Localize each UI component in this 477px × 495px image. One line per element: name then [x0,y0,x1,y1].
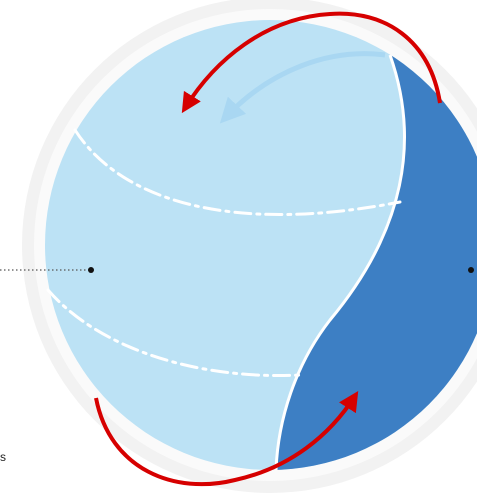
right-axis-dot [468,267,474,273]
segment-boundary [274,54,406,471]
rotation-arrow-top-icon [181,11,442,114]
left-axis-dot [88,267,94,273]
flow-arrow-icon [219,51,386,124]
lower-latitude-line [46,288,302,378]
sphere-dark-segment-group [276,40,477,470]
corner-label: s [0,450,6,464]
rotation-arrow-bottom-icon [94,390,359,487]
sphere-dark-segment [276,40,477,470]
upper-latitude-line [73,128,402,217]
